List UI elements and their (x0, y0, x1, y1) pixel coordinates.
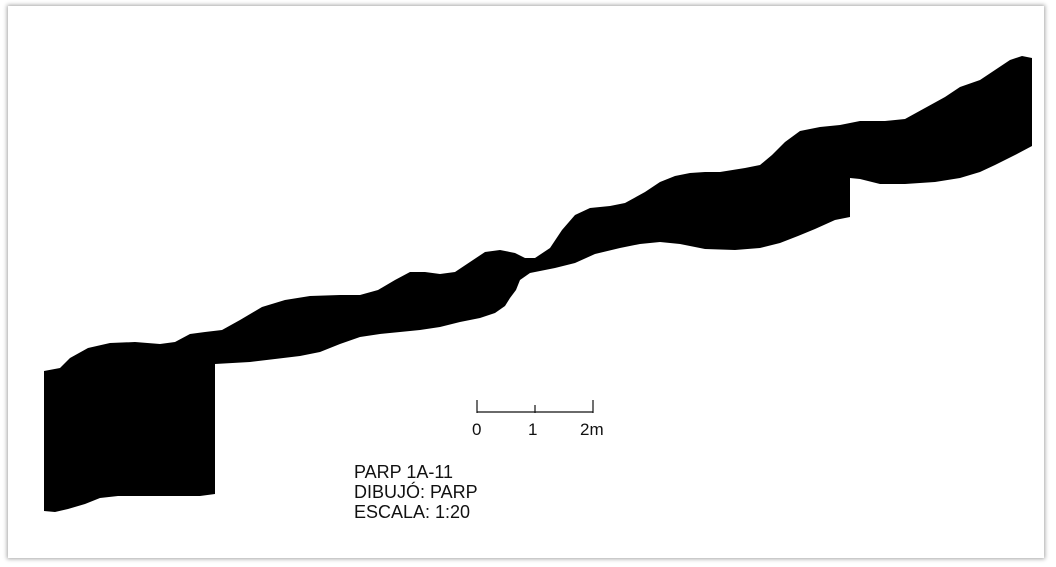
scale-label-1: 1 (528, 420, 537, 439)
drawn-by: DIBUJÓ: PARP (354, 482, 478, 502)
drawing-info-block: PARP 1A-11 DIBUJÓ: PARP ESCALA: 1:20 (354, 462, 478, 522)
scale-label-2m: 2m (580, 420, 604, 439)
profile-shape (44, 56, 1032, 512)
scale-label-0: 0 (472, 420, 481, 439)
drawing-id: PARP 1A-11 (354, 462, 454, 482)
drawing-scale: ESCALA: 1:20 (354, 502, 471, 522)
scale-bar: 0 1 2m (472, 400, 604, 439)
